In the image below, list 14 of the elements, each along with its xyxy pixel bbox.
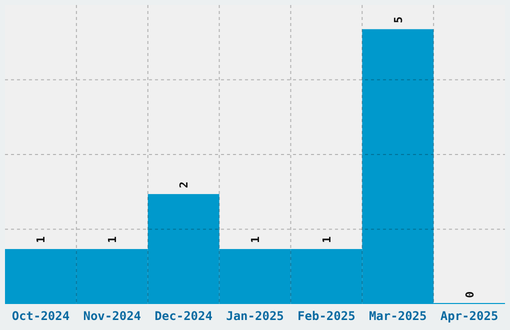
x-tick-label: Mar-2025 <box>368 309 427 323</box>
x-tick-label: Oct-2024 <box>12 309 70 323</box>
data-label: 0 <box>463 291 476 298</box>
x-tick-label: Apr-2025 <box>440 309 498 323</box>
x-tick-label: Dec-2024 <box>154 309 212 323</box>
data-label: 1 <box>320 236 334 244</box>
data-label: 1 <box>249 236 262 244</box>
x-tick-label: Jan-2025 <box>226 309 284 323</box>
data-label: 1 <box>34 236 48 244</box>
data-label: 2 <box>178 181 191 188</box>
data-label: 1 <box>106 236 120 244</box>
x-tick-label: Nov-2024 <box>83 309 142 323</box>
x-tick-label: Feb-2025 <box>298 309 356 323</box>
data-label: 5 <box>392 16 405 24</box>
